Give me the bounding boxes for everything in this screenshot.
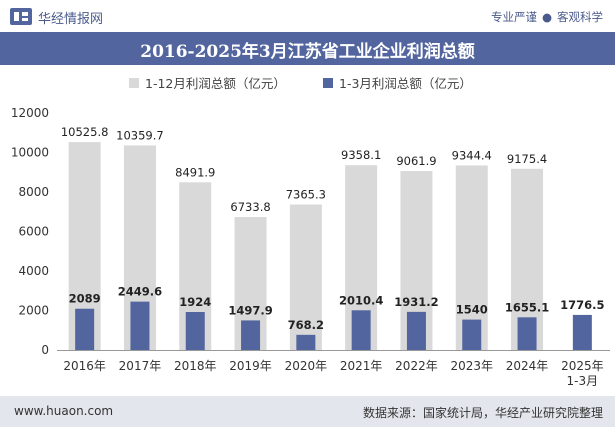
bar-q1 [185, 312, 205, 350]
data-label-annual: 10525.8 [61, 125, 109, 139]
data-label-q1: 1540 [456, 303, 488, 317]
bar-chart: 0 2000 4000 6000 8000 10000 12000 10525.8 2089 20… [11, 106, 610, 388]
tagline-right: 客观科学 [557, 10, 603, 24]
data-label-q1: 2010.4 [339, 293, 383, 307]
y-tick-label: 4000 [18, 264, 49, 278]
y-tick-label: 10000 [11, 146, 49, 160]
data-label-annual: 7365.3 [286, 188, 326, 202]
data-label-annual: 6733.8 [230, 200, 270, 214]
x-tick-label: 1-3月 [567, 374, 599, 388]
bar-q1 [75, 308, 95, 350]
legend-item-q1: 1-3月利润总额（亿元） [323, 73, 472, 92]
data-label-annual: 9344.4 [452, 148, 492, 162]
data-label-annual: 9175.4 [507, 152, 547, 166]
legend-swatch-q1 [323, 77, 333, 88]
y-tick-label: 6000 [18, 225, 49, 239]
data-label-annual: 10359.7 [116, 128, 164, 142]
data-source: 数据来源：国家统计局，华经产业研究院整理 [362, 406, 603, 420]
footer-url: www.huaon.com [14, 404, 114, 418]
y-tick-label: 12000 [11, 106, 49, 120]
legend-item-annual: 1-12月利润总额（亿元） [129, 73, 286, 92]
data-label-q1: 768.2 [288, 318, 324, 332]
data-label-annual: 9061.9 [396, 154, 436, 168]
x-tick-label: 2025年 [561, 359, 604, 373]
x-tick-label: 2022年 [395, 359, 438, 373]
bar-q1 [241, 320, 261, 350]
bar-annual [289, 204, 322, 350]
bar-q1 [296, 334, 316, 350]
x-tick-label: 2024年 [506, 359, 549, 373]
chart-title: 2016-2025年3月江苏省工业企业利润总额 [140, 42, 475, 62]
tagline: 专业严谨 ● 客观科学 [491, 9, 603, 25]
x-tick-label: 2019年 [229, 359, 272, 373]
data-label-q1: 1931.2 [394, 295, 438, 309]
x-tick-label: 2017年 [119, 359, 162, 373]
data-label-annual: 9358.1 [341, 148, 381, 162]
data-label-q1: 1924 [179, 295, 211, 309]
data-label-q1: 2449.6 [118, 285, 162, 299]
data-label-q1: 2089 [69, 292, 101, 306]
bar-q1 [351, 310, 371, 350]
bar-q1 [406, 311, 426, 350]
bar-annual [455, 165, 488, 350]
bullet-icon: ● [541, 10, 552, 24]
top-bar: 华经情报网 专业严谨 ● 客观科学 [0, 0, 615, 32]
y-tick-label: 0 [41, 343, 49, 357]
x-tick-label: 2021年 [340, 359, 383, 373]
x-tick-label: 2020年 [285, 359, 328, 373]
legend-swatch-annual [129, 77, 139, 88]
legend-label-q1: 1-3月利润总额（亿元） [339, 76, 472, 91]
huajing-logo-icon [10, 8, 32, 25]
x-tick-label: 2023年 [450, 359, 493, 373]
data-label-q1: 1497.9 [228, 303, 272, 317]
legend-label-annual: 1-12月利润总额（亿元） [145, 76, 286, 91]
tagline-left: 专业严谨 [490, 10, 537, 24]
footer: www.huaon.com 数据来源：国家统计局，华经产业研究院整理 [0, 396, 615, 427]
data-label-q1: 1655.1 [505, 300, 549, 314]
title-bar: 2016-2025年3月江苏省工业企业利润总额 [0, 32, 615, 65]
brand-name: 华经情报网 [38, 12, 104, 27]
y-tick-label: 8000 [18, 185, 49, 199]
bar-q1 [572, 314, 592, 350]
chart-legend: 1-12月利润总额（亿元） 1-3月利润总额（亿元） [0, 73, 615, 93]
data-label-q1: 1776.5 [560, 298, 604, 312]
x-tick-label: 2016年 [63, 359, 106, 373]
bar-q1 [130, 301, 150, 350]
bar-q1 [517, 317, 537, 350]
bar-q1 [462, 319, 482, 350]
y-tick-label: 2000 [18, 304, 49, 318]
x-tick-label: 2018年 [174, 359, 217, 373]
data-label-annual: 8491.9 [175, 165, 215, 179]
